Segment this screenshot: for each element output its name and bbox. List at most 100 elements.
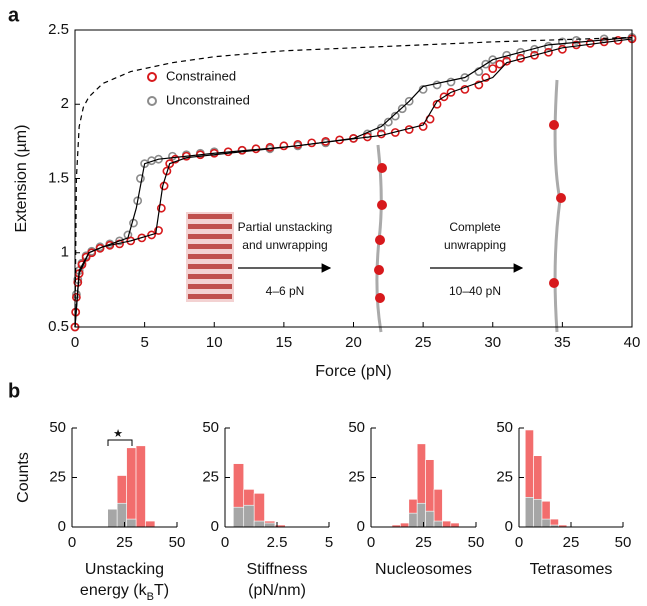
- bare-strand: [549, 79, 566, 333]
- data-point: [170, 154, 180, 164]
- x-tick-label: 20: [345, 334, 362, 351]
- x-tick-label: 0: [71, 334, 79, 351]
- x-tick-label: 30: [484, 334, 501, 351]
- data-point: [115, 236, 124, 246]
- y-tick-label: 1.5: [48, 169, 69, 186]
- data-point: [460, 85, 470, 94]
- fiber-illustration: [186, 212, 234, 302]
- subscript: B: [147, 591, 154, 603]
- data-point: [71, 289, 81, 299]
- y-tick-label: 2.5: [48, 21, 69, 38]
- histogram-bar: [442, 520, 452, 528]
- annotation: 10–40 pN: [449, 284, 501, 298]
- x-axis-label: Unstacking: [85, 561, 164, 578]
- legend-marker: [147, 72, 157, 82]
- data-point: [140, 159, 150, 169]
- data-point: [87, 248, 97, 258]
- histogram-bar: [116, 502, 127, 528]
- y-tick-label: 25: [496, 468, 513, 485]
- data-point: [488, 64, 498, 74]
- data-point: [474, 80, 484, 90]
- y-axis-label: Extension (µm): [13, 125, 30, 233]
- x-axis-label: Nucleosomes: [375, 561, 472, 578]
- y-tick-label: 0: [211, 518, 219, 535]
- dashed-curve: [74, 36, 633, 328]
- fit-curve: [74, 38, 633, 328]
- histogram-bar: [253, 520, 265, 528]
- y-tick-label: 2: [61, 95, 69, 112]
- annotation: Complete: [449, 220, 501, 234]
- x-tick-label: 50: [468, 534, 485, 551]
- significance-bracket: [107, 439, 133, 446]
- annotation: and unwrapping: [242, 238, 327, 252]
- y-tick-label: 0.5: [48, 318, 69, 335]
- y-tick-label: 50: [202, 419, 219, 436]
- data-point: [293, 139, 303, 149]
- data-point: [571, 40, 581, 50]
- histogram-bar: [126, 518, 137, 528]
- x-axis-label: (pN/nm): [248, 582, 306, 599]
- x-axis-label: Stiffness: [246, 561, 307, 578]
- data-point: [516, 47, 525, 57]
- x-axis-label: Force (pN): [315, 363, 391, 380]
- data-point: [481, 59, 491, 69]
- histogram-bar: [135, 445, 146, 528]
- data-point: [571, 35, 581, 45]
- data-point: [307, 138, 317, 148]
- histogram-bar: [541, 518, 551, 528]
- data-point: [390, 111, 400, 121]
- y-tick-label: 25: [202, 468, 219, 485]
- y-tick-label: 0: [58, 518, 66, 535]
- y-tick-label: 1: [61, 244, 69, 261]
- data-point: [136, 174, 145, 183]
- panel-label: b: [8, 380, 20, 402]
- y-tick-label: 0: [357, 518, 365, 535]
- histogram-bar: [400, 522, 410, 528]
- histogram-bar: [243, 504, 255, 528]
- fit-curve: [74, 36, 633, 328]
- panel-label: a: [8, 4, 20, 26]
- plot-frame: [74, 29, 633, 328]
- histogram-bar: [533, 498, 543, 528]
- y-tick-label: 25: [348, 468, 365, 485]
- data-point: [446, 87, 456, 97]
- data-point: [432, 80, 442, 90]
- data-point: [481, 73, 491, 82]
- data-point: [147, 230, 156, 240]
- marker-series: [70, 34, 637, 332]
- data-point: [446, 77, 456, 87]
- x-tick-label: 2.5: [267, 534, 288, 551]
- label-part: (pN/nm): [248, 582, 306, 599]
- data-point: [137, 233, 147, 243]
- data-point: [404, 96, 414, 106]
- x-tick-label: 25: [415, 534, 432, 551]
- data-point: [165, 159, 175, 169]
- data-point: [383, 117, 393, 127]
- x-tick-label: 50: [169, 534, 186, 551]
- data-point: [460, 73, 470, 82]
- x-tick-label: 25: [116, 534, 133, 551]
- y-tick-label: 0: [505, 518, 513, 535]
- x-tick-label: 0: [68, 534, 76, 551]
- y-axis-label: Counts: [15, 452, 32, 503]
- x-tick-label: 0: [367, 534, 375, 551]
- data-point: [439, 92, 449, 102]
- data-point: [495, 59, 505, 69]
- x-tick-label: 0: [515, 534, 523, 551]
- histogram-bar: [425, 510, 435, 528]
- histogram-bar: [126, 447, 137, 528]
- x-tick-label: 35: [554, 334, 571, 351]
- illustrations: [186, 79, 566, 333]
- x-tick-label: 25: [563, 534, 580, 551]
- label-part: energy (k: [80, 582, 148, 599]
- data-point: [279, 141, 289, 151]
- legend-label: Unconstrained: [166, 92, 250, 107]
- legend-marker: [147, 96, 157, 106]
- x-tick-label: 0: [221, 534, 229, 551]
- label-part: T): [154, 582, 169, 599]
- x-tick-label: 10: [206, 334, 223, 351]
- histogram-bar: [107, 508, 118, 528]
- histogram-bar: [408, 512, 418, 528]
- label-part: Tetrasomes: [530, 561, 613, 578]
